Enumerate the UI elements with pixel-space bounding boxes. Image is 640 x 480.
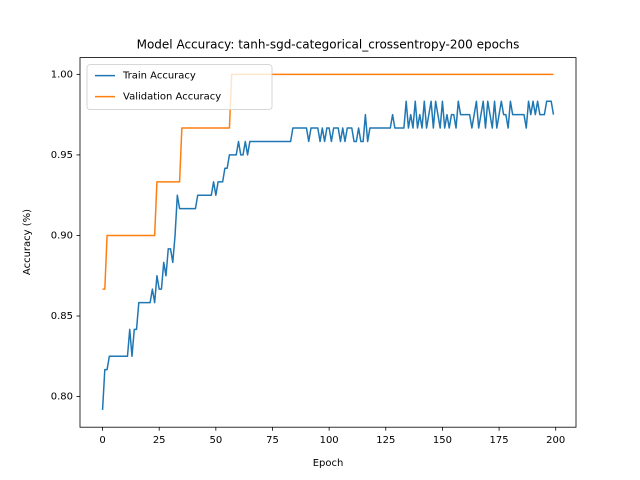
x-tick-label: 100 <box>320 435 339 446</box>
x-tick-label: 200 <box>546 435 565 446</box>
x-tick-label: 75 <box>266 435 279 446</box>
x-axis-label: Epoch <box>313 458 344 469</box>
x-tick-label: 25 <box>153 435 166 446</box>
series-line <box>102 73 554 290</box>
x-tick-label: 125 <box>376 435 395 446</box>
legend-label: Train Accuracy <box>122 71 196 82</box>
axes-frame <box>79 57 577 428</box>
x-tick-label: 50 <box>209 435 222 446</box>
x-tick-label: 175 <box>490 435 509 446</box>
x-tick-label: 0 <box>99 435 105 446</box>
y-axis-label: Accuracy (%) <box>22 209 33 275</box>
legend-box <box>86 64 273 110</box>
y-tick-label: 1.00 <box>51 69 73 80</box>
y-tick-label: 0.95 <box>51 150 73 161</box>
legend-label: Validation Accuracy <box>123 92 221 103</box>
y-tick-label: 0.85 <box>51 311 73 322</box>
chart-title: Model Accuracy: tanh-sgd-categorical_cro… <box>137 38 520 52</box>
y-tick-label: 0.90 <box>51 230 73 241</box>
y-tick-label: 0.80 <box>51 392 73 403</box>
series-line <box>101 100 555 411</box>
x-tick-label: 150 <box>433 435 452 446</box>
